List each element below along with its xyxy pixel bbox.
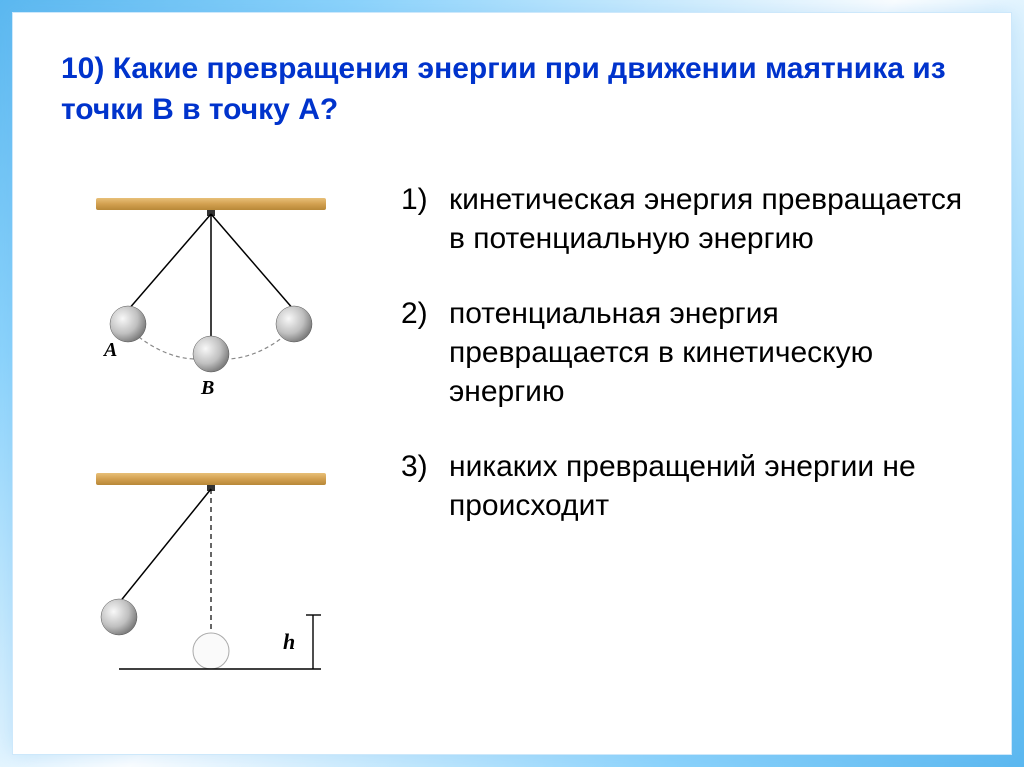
string-left (128, 214, 211, 310)
question-text: 10) Какие превращения энергии при движен… (61, 49, 963, 130)
option-2-num: 2) (401, 294, 449, 411)
ball-swung (101, 599, 137, 635)
pendulum-diagram-1: A B (61, 190, 361, 405)
option-1: 1) кинетическая энергия превращается в п… (401, 180, 963, 258)
option-2: 2) потенциальная энергия превращается в … (401, 294, 963, 411)
label-A: A (102, 339, 117, 361)
label-B: B (200, 377, 214, 399)
option-2-text: потенциальная энергия превращается в кин… (449, 294, 963, 411)
ball-B (193, 336, 229, 372)
ball-A (110, 306, 146, 342)
ball-rest (193, 633, 229, 669)
label-h: h (283, 629, 295, 654)
support-bar-2 (96, 473, 326, 485)
diagrams-column: A B (61, 170, 361, 700)
content-row: A B (61, 170, 963, 700)
string-right (211, 214, 294, 310)
pendulum-diagram-2: h (61, 465, 361, 700)
support-bar (96, 198, 326, 210)
option-3: 3) никаких превращений энергии не происх… (401, 447, 963, 525)
option-3-text: никаких превращений энергии не происходи… (449, 447, 963, 525)
options-list: 1) кинетическая энергия превращается в п… (401, 170, 963, 700)
ball-right (276, 306, 312, 342)
option-1-text: кинетическая энергия превращается в поте… (449, 180, 963, 258)
option-1-num: 1) (401, 180, 449, 258)
option-3-num: 3) (401, 447, 449, 525)
string-swung (119, 489, 211, 603)
